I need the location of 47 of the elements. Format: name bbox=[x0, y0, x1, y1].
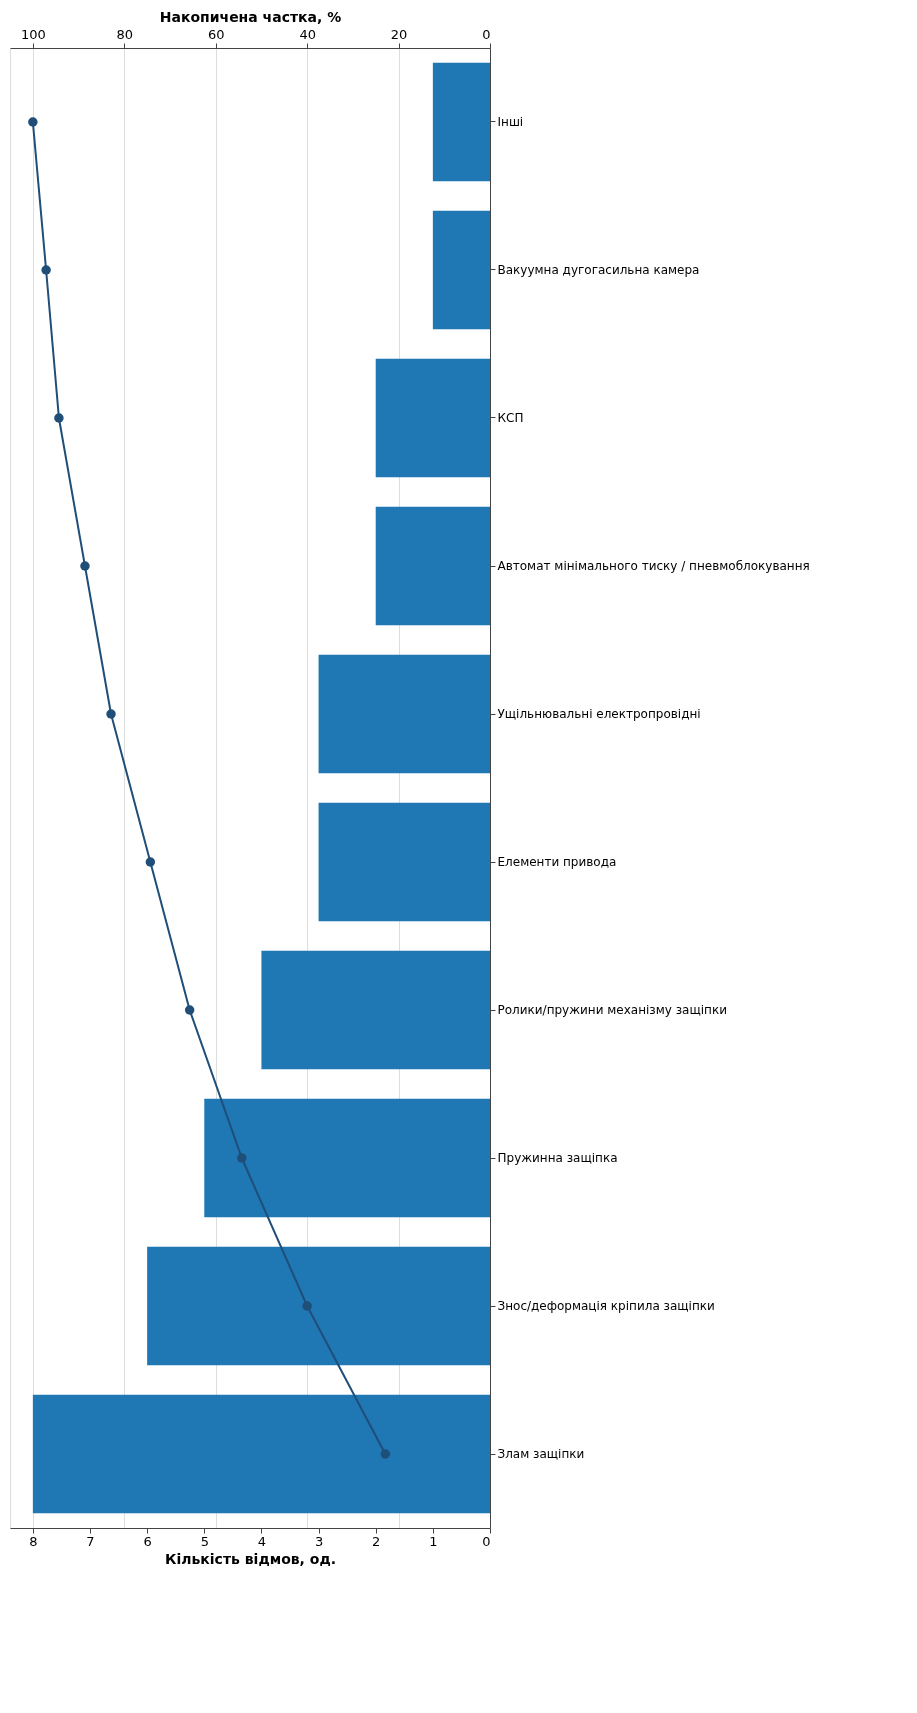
x2-tick-label: 80 bbox=[116, 26, 134, 42]
y-tick-label: Автомат мінімального тиску / пневмоблокування bbox=[497, 559, 810, 573]
bar bbox=[318, 802, 490, 922]
point bbox=[237, 1153, 247, 1163]
point bbox=[106, 709, 116, 719]
y-tick-label: Ущільнювальні електропровідні bbox=[497, 707, 701, 721]
point bbox=[54, 413, 64, 423]
bar bbox=[318, 654, 490, 774]
x-tick-label: 3 bbox=[314, 1533, 324, 1549]
y-tick-label: КСП bbox=[497, 411, 524, 425]
bar bbox=[204, 1098, 490, 1218]
bar bbox=[375, 358, 490, 478]
point bbox=[145, 857, 156, 867]
x2-axis-title: Накопичена частка, % bbox=[159, 8, 342, 25]
bar bbox=[432, 62, 490, 182]
x-tick-label: 0 bbox=[482, 1533, 491, 1549]
point bbox=[28, 117, 38, 127]
point bbox=[184, 1005, 195, 1015]
x-tick-label: 7 bbox=[86, 1533, 95, 1549]
x2-tick-label: 60 bbox=[207, 26, 225, 42]
point bbox=[80, 561, 90, 571]
y-tick-label: Знос/деформація кріпила защіпки bbox=[497, 1299, 715, 1313]
x-tick-label: 2 bbox=[372, 1533, 381, 1549]
y-tick-label: Пружинна защіпка bbox=[497, 1151, 618, 1165]
x-tick-label: 6 bbox=[143, 1533, 152, 1549]
y-tick-label: Інші bbox=[497, 115, 524, 129]
y-tick-label: Елементи привода bbox=[497, 855, 617, 869]
x-tick-label: 1 bbox=[429, 1533, 438, 1549]
x-tick-label: 4 bbox=[257, 1533, 267, 1549]
x2-tick-label: 40 bbox=[299, 26, 316, 42]
x-tick-label: 8 bbox=[29, 1533, 38, 1549]
point bbox=[41, 265, 51, 275]
point bbox=[380, 1449, 391, 1459]
x2-tick-label: 0 bbox=[482, 26, 491, 42]
x-axis-title: Кількість відмов, од. bbox=[164, 1550, 337, 1567]
y-tick-label: Вакуумна дугогасильна камера bbox=[497, 263, 700, 277]
point bbox=[302, 1301, 312, 1311]
bar bbox=[147, 1246, 490, 1366]
bar bbox=[261, 950, 490, 1070]
bar bbox=[432, 210, 490, 330]
bar bbox=[375, 506, 490, 626]
y-tick-label: Злам защіпки bbox=[497, 1447, 585, 1461]
bar bbox=[32, 1394, 490, 1514]
x2-tick-label: 100 bbox=[20, 26, 46, 42]
x2-tick-label: 20 bbox=[390, 26, 408, 42]
y-tick-label: Ролики/пружини механізму защіпки bbox=[497, 1003, 727, 1017]
x-tick-label: 5 bbox=[200, 1533, 209, 1549]
